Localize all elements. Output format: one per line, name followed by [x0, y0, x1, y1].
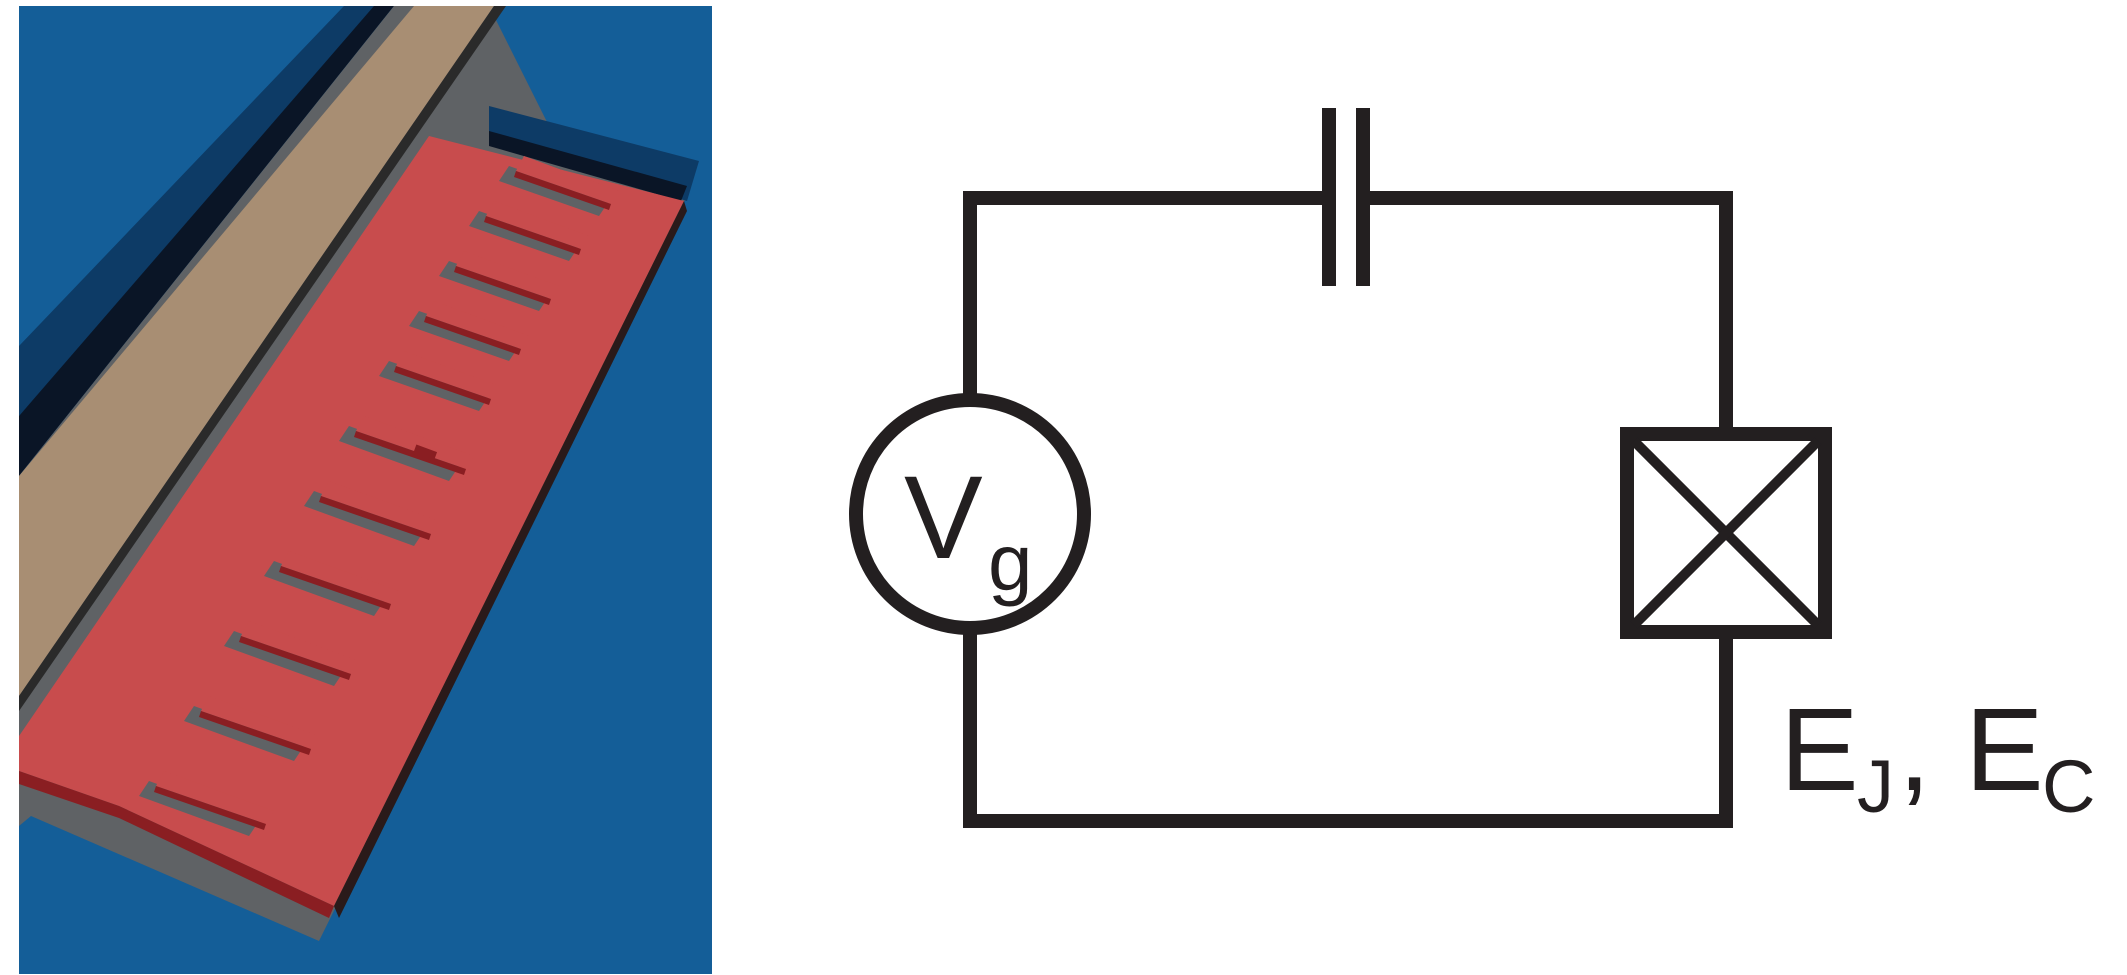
interdigitated-fingers	[156, 156, 619, 824]
capacitor-icon	[1322, 108, 1370, 286]
circuit-diagram: V g E J , E C	[820, 90, 2120, 850]
device-rendering	[19, 6, 712, 974]
red-island-side	[334, 201, 687, 918]
source-label-main: V	[904, 452, 983, 584]
voltage-source-circle-icon	[849, 393, 1091, 635]
upper-right-pad-edge	[489, 131, 687, 201]
josephson-junction-icon	[1620, 427, 1832, 639]
junction-label-sub1: J	[1857, 745, 1894, 828]
finger-shadow-edges	[154, 171, 611, 830]
junction-notch	[412, 444, 438, 462]
tan-lead-edge	[19, 6, 506, 711]
junction-label-sub2: C	[2042, 745, 2095, 828]
source-label-sub: g	[988, 518, 1033, 607]
circuit-diagram-svg: V g E J , E C	[849, 108, 2095, 828]
junction-label-e1: E	[1780, 684, 1859, 816]
junction-label-sep: ,	[1898, 684, 1931, 816]
junction-label-e2: E	[1965, 684, 2044, 816]
device-rendering-svg	[19, 6, 712, 974]
red-island-edge	[19, 771, 334, 918]
